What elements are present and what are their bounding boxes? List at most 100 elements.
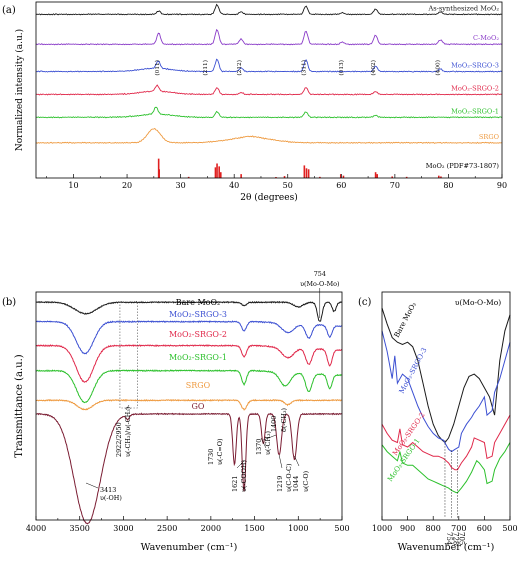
reference-bar: [437, 175, 440, 178]
series-label: MoO₂-SRGO-3: [451, 62, 499, 70]
panel-c-title: υ(Mo-O-Mo): [455, 298, 501, 307]
peak-annotation: 754: [314, 270, 326, 278]
peak-annotation: υ(-C=O): [216, 438, 224, 465]
reference-bar: [307, 169, 310, 178]
peak-annotation: υ(C-O): [302, 471, 310, 492]
reference-bar: [218, 166, 220, 178]
reference-bar: [319, 176, 321, 178]
ftir-series-line: [381, 414, 511, 471]
y-axis-label: Transmittance (a.u.): [14, 354, 25, 457]
annotation-leader: [85, 482, 99, 489]
reference-bar: [305, 168, 308, 178]
hkl-label: (211): [202, 60, 209, 76]
peak-annotation: υ(-CH₃): [264, 431, 272, 455]
reference-bar: [216, 163, 218, 178]
panel-b-chart: (b) Bare MoO₂ MoO₂-SRGO-3 MoO₂-SRGO-2 MoO₂-S…: [2, 270, 350, 553]
peak-annotation: 1400: [270, 416, 278, 432]
x-tick-label: 70: [390, 181, 400, 190]
peak-annotation: 1370: [255, 439, 263, 455]
peak-position-label: 705: [458, 532, 466, 545]
reference-bar: [339, 174, 342, 178]
hkl-label: (013): [338, 60, 345, 76]
peak-annotation: 1621: [231, 476, 239, 492]
x-axis-label: 2θ (degrees): [240, 192, 297, 203]
series-label: C-MoO₂: [473, 34, 499, 42]
x-tick-label: 10: [68, 181, 78, 190]
x-tick-label: 3000: [113, 524, 133, 533]
series-label: Bare MoO₂: [393, 301, 418, 339]
series-label: GO: [192, 402, 205, 411]
annotation-leader: [236, 460, 245, 469]
ftir-series-line: [381, 330, 511, 453]
series-label: SRGO: [186, 381, 211, 390]
x-axis-label: Wavenumber (cm⁻¹): [141, 542, 238, 553]
ftir-series-line: [35, 398, 343, 411]
x-tick-label: 80: [443, 181, 453, 190]
x-tick-label: 2000: [201, 524, 221, 533]
annotation-leader: [278, 454, 283, 469]
xrd-series-line: [35, 106, 503, 119]
ftir-series-line: [35, 320, 343, 355]
plot-frame: [35, 1, 503, 179]
peak-annotation: υ(-COOH): [240, 460, 248, 492]
panel-a-label: (a): [2, 5, 16, 16]
peak-position-label: 754: [445, 532, 453, 546]
reference-bar: [283, 176, 286, 178]
reference-bar: [391, 176, 393, 178]
series-label: MoO₂-SRGO-2: [169, 330, 227, 339]
series-label: As-synthesized MoO₂: [428, 4, 500, 12]
reference-bar: [342, 175, 345, 178]
hkl-label: (400): [434, 60, 441, 76]
x-tick-label: 1000: [372, 524, 392, 533]
peak-annotation: υ(Mo-O-Mo): [300, 280, 339, 288]
x-tick-label: 60: [336, 181, 346, 190]
ch-region-box: [119, 301, 138, 409]
hkl-label: (311): [300, 60, 307, 76]
peak-position-label: 728: [452, 532, 460, 545]
xrd-series-line: [35, 28, 503, 46]
x-tick-label: 500: [502, 524, 517, 533]
x-tick-label: 500: [334, 524, 349, 533]
hkl-label: (011): [154, 60, 161, 76]
peak-annotation: δ(-CH₃): [280, 408, 288, 432]
panel-a-chart: (a) MoO₂ (PDF#73-1807) As-synthesized MoO₂…: [2, 1, 507, 203]
annotation-leader: [260, 437, 267, 449]
annotation-leader: [263, 434, 277, 441]
y-axis-label: Normalized intensity (a.u.): [14, 29, 25, 151]
reference-bar: [275, 177, 277, 178]
peak-annotation: 3413: [100, 486, 116, 494]
x-tick-label: 50: [283, 181, 293, 190]
reference-bar: [158, 169, 160, 178]
x-tick-label: 600: [477, 524, 492, 533]
series-label: MoO₂-SRGO-2: [451, 84, 499, 92]
x-tick-label: 1000: [288, 524, 308, 533]
reference-bar: [187, 176, 190, 178]
x-tick-label: 800: [426, 524, 441, 533]
ftir-series-line: [381, 442, 511, 494]
reference-bar: [374, 172, 377, 178]
x-tick-label: 2500: [157, 524, 177, 533]
series-label: MoO₂-SRGO-1: [169, 353, 227, 362]
series-label: MoO₂-SRGO-1: [451, 107, 499, 115]
plot-frame: [381, 291, 511, 521]
reference-bar: [376, 174, 378, 178]
panel-c-label: (c): [358, 297, 372, 308]
peak-annotation: υ(C-O-C): [285, 464, 293, 492]
reference-label: MoO₂ (PDF#73-1807): [426, 162, 500, 170]
x-tick-label: 20: [122, 181, 132, 190]
peak-annotation: 2922/2950: [115, 422, 123, 457]
ftir-series-line: [35, 412, 343, 525]
series-label: Bare MoO₂: [176, 298, 221, 307]
x-tick-label: 30: [176, 181, 186, 190]
peak-annotation: υ(-OH): [100, 494, 122, 502]
reference-bar: [157, 158, 160, 178]
ftir-series-line: [35, 300, 342, 322]
reference-bar: [405, 176, 408, 178]
panel-c-chart: (c) υ(Mo-O-Mo)Bare MoO₂MoO₂-SRGO-3MoO₂-SR…: [358, 291, 518, 553]
x-axis-label: Wavenumber (cm⁻¹): [398, 542, 495, 553]
xrd-series-line: [35, 3, 503, 16]
annotation-leader: [294, 455, 300, 467]
ftir-series-line: [36, 344, 343, 383]
reference-bar: [240, 174, 242, 178]
